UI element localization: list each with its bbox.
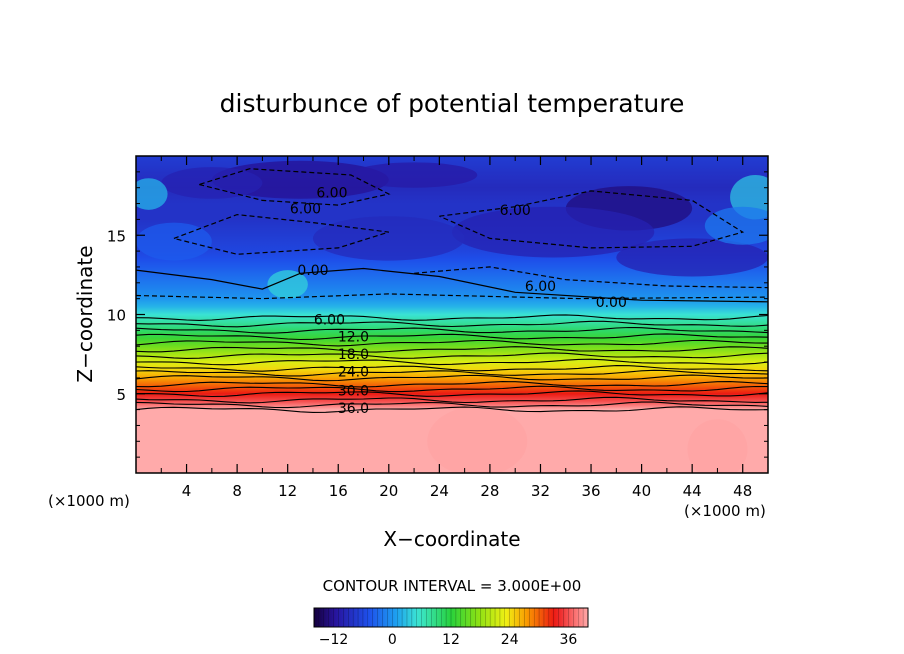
colorbar-tick-label: 24	[501, 632, 519, 648]
colorbar-tick-label: 36	[560, 632, 578, 648]
contour-label: 18.0	[338, 347, 369, 363]
x-tick-label: 8	[232, 482, 242, 500]
x-tick-label: 16	[329, 482, 348, 500]
colorbar-ticks: −12 0 12 24 36	[319, 632, 578, 648]
x-tick-label: 36	[581, 482, 600, 500]
colorbar-tick-label: 12	[442, 632, 460, 648]
contour-label: 36.0	[338, 401, 369, 417]
contour-label: 12.0	[338, 330, 369, 346]
contour-label: 6.00	[316, 186, 347, 202]
contour-label: 6.00	[290, 201, 321, 217]
x-tick-label: 4	[182, 482, 192, 500]
contour-label: 0.00	[596, 295, 627, 311]
y-axis-ticks: 5 10 15	[107, 171, 768, 458]
x-tick-label: 32	[531, 482, 550, 500]
plot-area	[136, 156, 768, 473]
y-tick-label: 5	[116, 386, 126, 404]
y-axis-label: Z−coordinate	[73, 245, 97, 382]
y-tick-label: 10	[107, 307, 126, 325]
upper-disturbance-patches	[136, 160, 768, 473]
colorbar-tick-label: −12	[319, 632, 349, 648]
contour-label: 6.00	[500, 203, 531, 219]
x-tick-label: 48	[733, 482, 752, 500]
x-unit-left: (×1000 m)	[48, 492, 130, 510]
x-tick-label: 44	[683, 482, 702, 500]
colorbar-tick-label: 0	[388, 632, 397, 648]
x-tick-label: 28	[480, 482, 499, 500]
y-tick-label: 15	[107, 227, 126, 245]
chart-title: disturbunce of potential temperature	[220, 89, 685, 118]
x-axis-ticks: 4 8 12 16 20 24 28 32 36 40 44 48	[160, 156, 752, 500]
contour-label: 0.00	[297, 263, 328, 279]
x-tick-label: 12	[278, 482, 297, 500]
contour-lines	[136, 168, 768, 413]
contour-label: 6.00	[314, 312, 345, 328]
contour-label: 24.0	[338, 365, 369, 381]
colorbar: −12 0 12 24 36	[313, 607, 589, 648]
contour-label: 6.00	[525, 279, 556, 295]
colorbar-steps	[313, 608, 589, 627]
colorbar-frame	[313, 607, 589, 628]
contour-label: 30.0	[338, 384, 369, 400]
x-tick-label: 20	[379, 482, 398, 500]
contour-interval-text: CONTOUR INTERVAL = 3.000E+00	[323, 577, 582, 595]
x-unit-right: (×1000 m)	[684, 502, 766, 520]
x-axis-label: X−coordinate	[383, 527, 520, 551]
x-tick-label: 24	[430, 482, 449, 500]
x-tick-label: 40	[632, 482, 651, 500]
contour-labels: 6.006.00 6.000.006.000.006.0012.018.024.0…	[290, 186, 627, 418]
